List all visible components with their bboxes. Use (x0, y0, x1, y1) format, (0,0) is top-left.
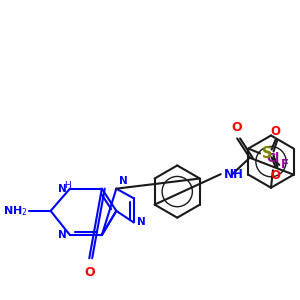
Text: O: O (232, 121, 242, 134)
Text: NH$_2$: NH$_2$ (3, 204, 27, 218)
Text: Cl: Cl (266, 152, 280, 166)
Text: N: N (58, 230, 67, 240)
Text: NH: NH (224, 168, 244, 181)
Text: O: O (84, 266, 94, 279)
Text: O: O (271, 125, 281, 138)
Text: O: O (271, 169, 281, 182)
Text: N: N (136, 218, 146, 227)
Text: H: H (64, 181, 70, 190)
Text: S: S (262, 146, 273, 161)
Text: N: N (58, 184, 67, 194)
Text: N: N (119, 176, 128, 186)
Text: F: F (281, 158, 289, 172)
